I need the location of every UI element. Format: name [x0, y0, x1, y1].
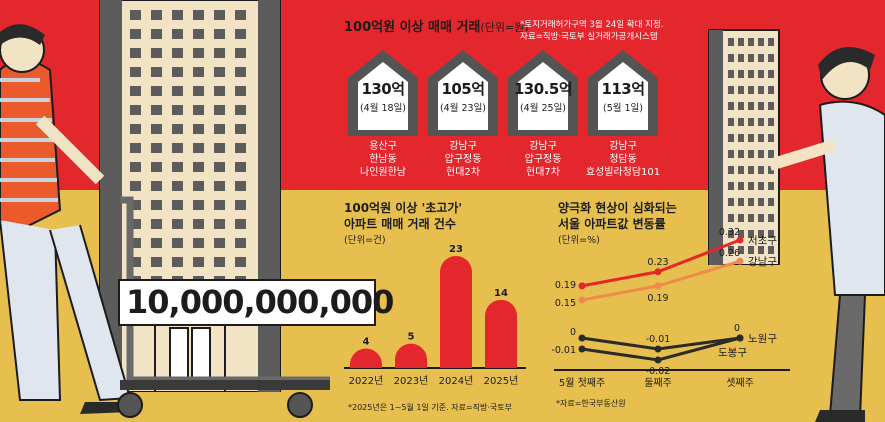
line-chart-unit: (단위=%)	[558, 235, 600, 246]
series-point	[736, 334, 744, 342]
house-date: (4월 18일)	[359, 103, 407, 114]
line-chart: 0.19 0.23 0.32 서초구 0.15 0.19 0.26 강남구 0 -0.01 0 노원구…	[551, 227, 790, 389]
series-name-label: 노원구	[748, 333, 777, 345]
top-note-line1: *토지거래허가구역 3월 24일 확대 지정.	[520, 20, 664, 30]
top-title-text: 100억원 이상 매매 거래	[344, 20, 481, 35]
bar-value-label: 14	[494, 288, 508, 299]
series-value-label: 0.19	[647, 293, 668, 304]
series-point	[578, 282, 586, 290]
house-date: (5월 1일)	[602, 103, 643, 114]
bar-2025년	[485, 299, 517, 368]
house-icon	[588, 50, 658, 136]
house-location-line: 효성빌라청담101	[585, 167, 661, 178]
bar-chart-unit: (단위=건)	[344, 235, 386, 246]
series-value-label: 0.32	[719, 227, 740, 238]
line-category-label: 셋째주	[726, 377, 754, 389]
series-value-label: 0.15	[555, 298, 576, 309]
bar-chart: 4 2022년 5 2023년 23 2024년 14 2025년	[344, 244, 526, 387]
house-location-line: 강남구	[449, 141, 477, 152]
small-tower-illustration	[708, 29, 780, 265]
series-value-label: 0.19	[555, 280, 576, 291]
line-category-label: 둘째주	[644, 377, 672, 389]
house-price: 105억	[441, 80, 485, 98]
series-point	[654, 345, 662, 353]
house-icon	[348, 50, 418, 136]
bar-2022년	[350, 348, 382, 368]
series-point	[578, 345, 586, 353]
line-chart-title-line2: 서울 아파트값 변동률	[558, 217, 666, 231]
house-icon	[428, 50, 498, 136]
bar-category-label: 2022년	[349, 375, 384, 387]
line-chart-note: *자료=한국부동산원	[556, 399, 626, 408]
top-note-line2: 자료=직방·국토부 실거래가공개시스템	[520, 32, 658, 42]
series-point	[736, 236, 744, 244]
series-point	[654, 282, 662, 290]
house-location-line: 나인원한남	[360, 167, 406, 178]
house-date: (4월 23일)	[439, 103, 487, 114]
line-category-label: 5월 첫째주	[559, 377, 605, 389]
series-value-label: 0	[734, 323, 740, 334]
house-icon	[508, 50, 578, 136]
top-title: 100억원 이상 매매 거래(단위=원)	[344, 16, 529, 35]
series-value-label: -0.02	[646, 366, 671, 377]
series-name-label: 도봉구	[718, 347, 747, 359]
series-value-label: 0.26	[719, 248, 740, 259]
bar-value-label: 5	[408, 332, 415, 343]
house-location-line: 현대7차	[526, 167, 560, 178]
series-name-label: 강남구	[748, 256, 777, 268]
series-value-label: -0.01	[646, 334, 671, 345]
house-location-line: 한남동	[369, 154, 397, 165]
bar-value-label: 23	[449, 244, 463, 255]
bar-2024년	[440, 256, 472, 368]
bar-chart-title-line1: 100억원 이상 '초고가'	[344, 201, 463, 215]
bar-category-label: 2023년	[394, 375, 429, 387]
line-chart-title-line1: 양극화 현상이 심화되는	[558, 201, 677, 215]
bar-value-label: 4	[363, 337, 370, 348]
house-location-line: 현대2차	[446, 167, 480, 178]
series-value-label: 0	[570, 327, 576, 338]
series-point	[654, 356, 662, 364]
bar-category-label: 2024년	[439, 375, 474, 387]
house-location-line: 압구정동	[444, 154, 482, 165]
top-unit: (단위=원)	[480, 21, 529, 34]
house-price: 113억	[601, 80, 645, 98]
series-value-label: -0.01	[551, 345, 576, 356]
person-left-illustration	[0, 24, 130, 414]
house-price: 130억	[361, 80, 405, 98]
house-price: 130.5억	[513, 80, 573, 98]
house-location-line: 청담동	[609, 154, 637, 165]
series-point	[578, 334, 586, 342]
bar-chart-title-line2: 아파트 매매 거래 건수	[344, 217, 456, 231]
house-location-line: 용산구	[369, 141, 397, 152]
bar-chart-note: *2025년은 1~5월 1일 기준. 자료=직방·국토부	[348, 403, 512, 412]
house-location-line: 강남구	[609, 141, 637, 152]
series-name-label: 서초구	[748, 235, 777, 247]
house-date: (4월 25일)	[519, 103, 567, 114]
bar-2023년	[395, 343, 427, 368]
money-banner-text: 10,000,000,000	[126, 283, 394, 321]
series-point	[578, 296, 586, 304]
money-banner-box	[118, 279, 376, 326]
series-value-label: 0.23	[647, 257, 668, 268]
series-point	[736, 257, 744, 265]
house-location-line: 강남구	[529, 141, 557, 152]
person-right-illustration	[768, 47, 885, 422]
house-location-line: 압구정동	[524, 154, 562, 165]
bar-category-label: 2025년	[484, 375, 519, 387]
series-point	[654, 268, 662, 276]
